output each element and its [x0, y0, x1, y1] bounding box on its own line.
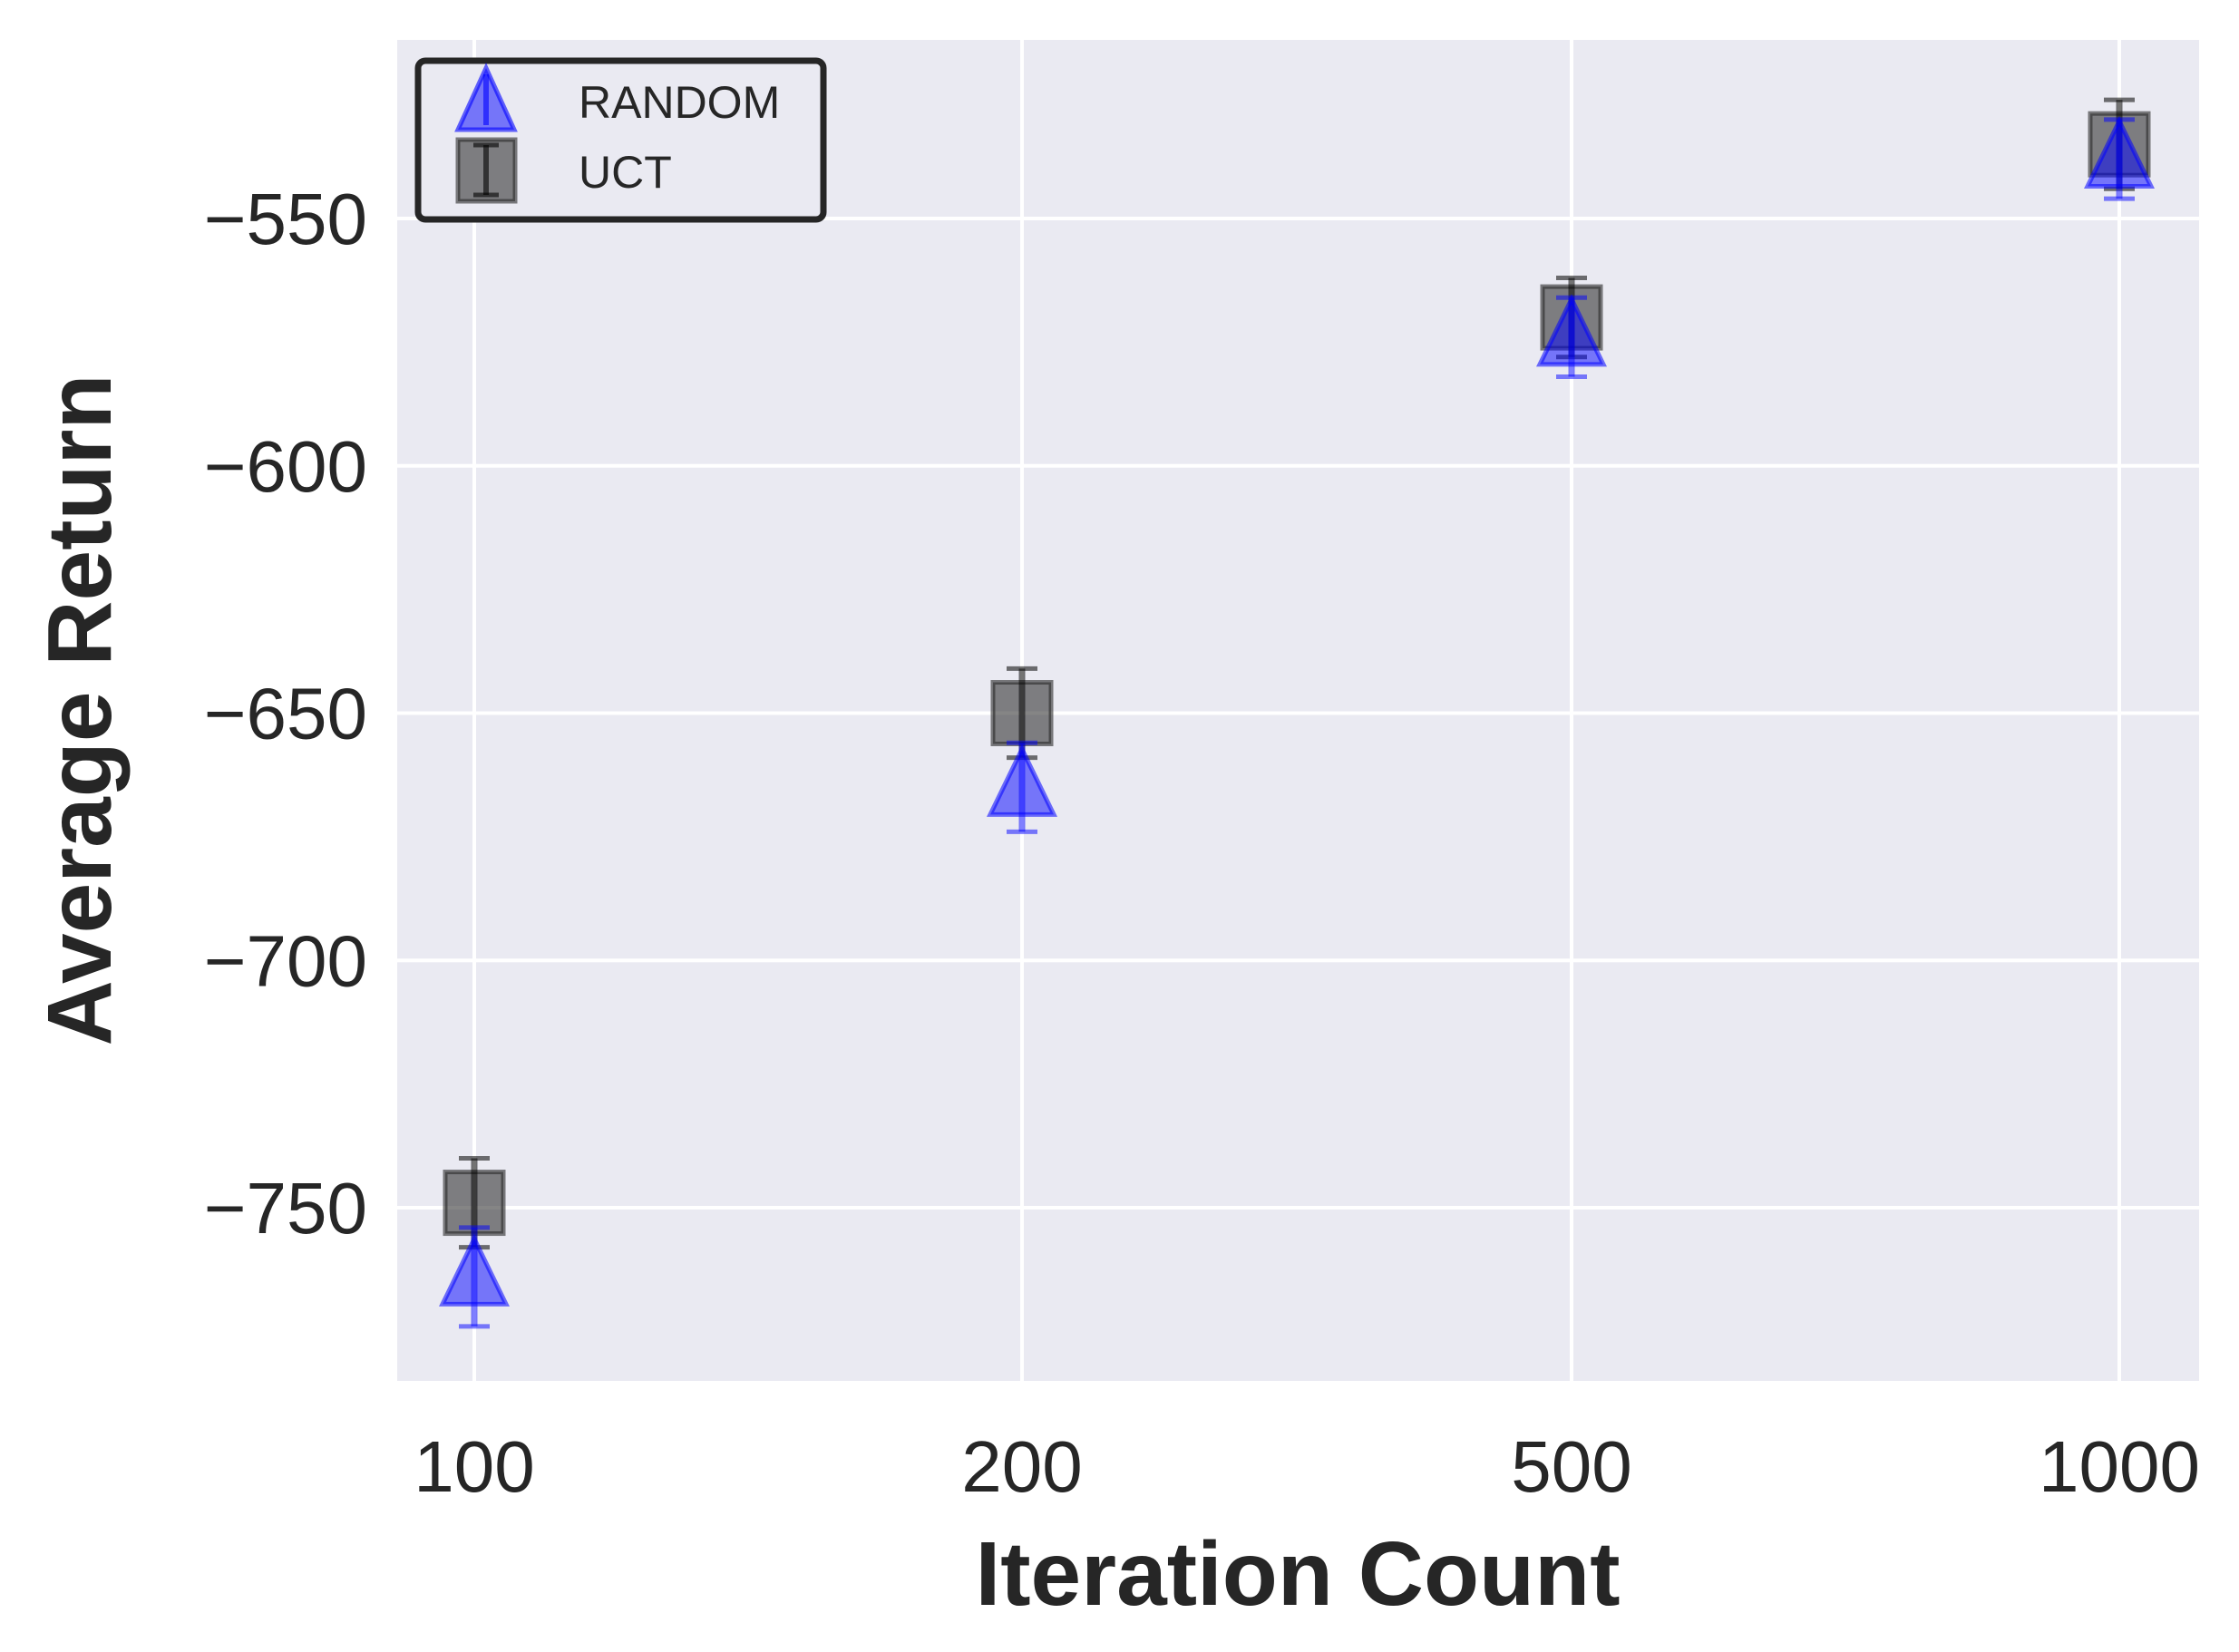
- legend-label-uct: UCT: [579, 147, 672, 198]
- grid: [397, 40, 2199, 1381]
- x-axis-label: Iteration Count: [975, 1523, 1620, 1625]
- y-tick-label: −750: [204, 1168, 367, 1249]
- random-point: [1536, 294, 1607, 380]
- random-point: [439, 1225, 510, 1329]
- legend: RANDOM UCT: [414, 57, 827, 223]
- x-tick-label: 1000: [2039, 1426, 2200, 1507]
- y-tick-label: −600: [204, 426, 367, 507]
- y-tick-label: −700: [204, 920, 367, 1001]
- legend-label-random: RANDOM: [579, 77, 780, 128]
- y-axis-label: Average Return: [29, 374, 131, 1046]
- x-tick-label: 200: [961, 1426, 1082, 1507]
- y-tick-label: −550: [204, 179, 367, 259]
- x-tick-label: 100: [414, 1426, 534, 1507]
- plot-area: [397, 40, 2199, 1381]
- x-tick-label: 500: [1511, 1426, 1631, 1507]
- data-points: [439, 97, 2155, 1329]
- x-tick-labels: 100 200 500 1000: [414, 1426, 2200, 1507]
- y-tick-labels: −550 −600 −650 −700 −750: [204, 179, 367, 1249]
- legend-random-triangle-icon: [454, 62, 518, 132]
- y-tick-label: −650: [204, 674, 367, 754]
- random-point: [987, 740, 1057, 834]
- random-point: [2084, 115, 2155, 201]
- legend-uct-square-icon: [455, 137, 518, 204]
